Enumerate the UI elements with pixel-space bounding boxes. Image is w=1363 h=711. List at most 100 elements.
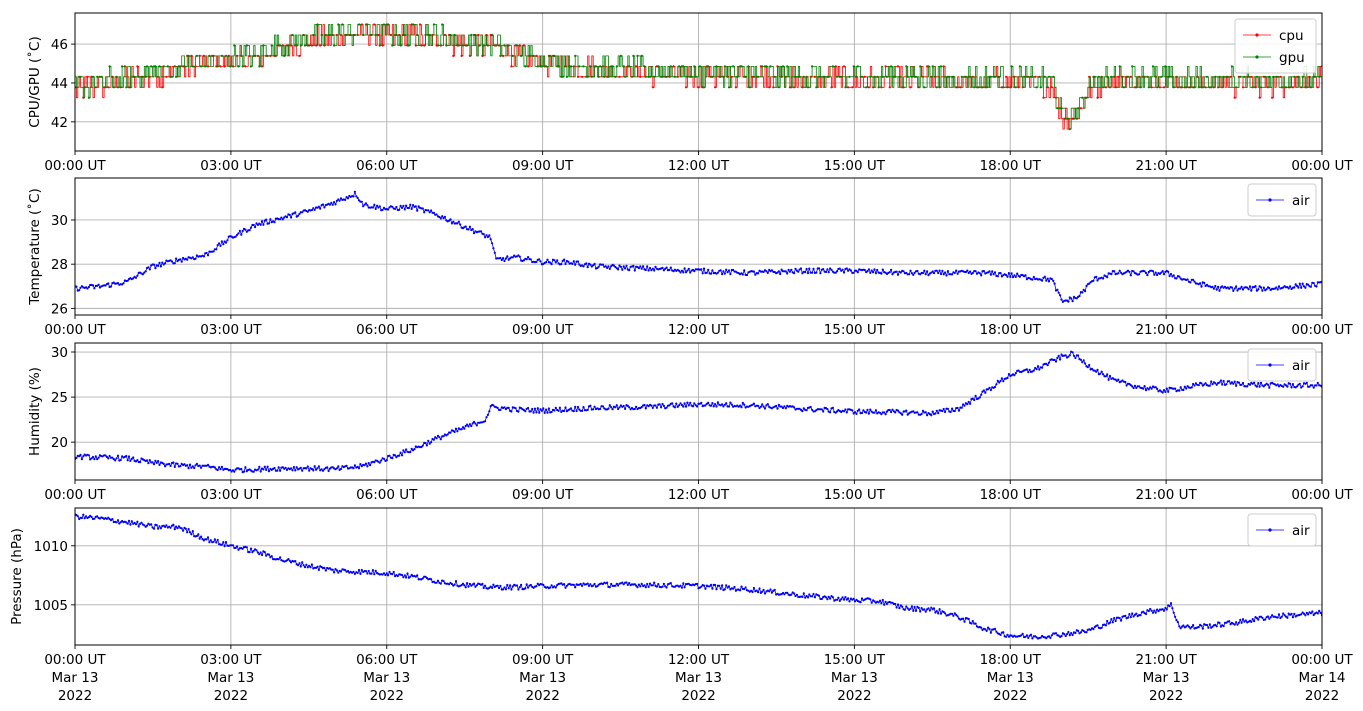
data-point	[561, 75, 564, 78]
data-point	[535, 260, 538, 263]
data-point	[995, 630, 998, 633]
data-point	[1291, 616, 1294, 619]
data-point	[679, 271, 682, 274]
data-point	[510, 65, 513, 68]
data-point	[1214, 75, 1217, 78]
data-point	[790, 593, 793, 596]
data-point	[1056, 107, 1059, 110]
data-point	[538, 258, 541, 261]
data-point	[1046, 364, 1049, 367]
data-point	[403, 33, 406, 37]
data-point	[511, 256, 514, 259]
data-point	[808, 267, 811, 270]
data-point	[640, 406, 643, 409]
data-point	[923, 86, 926, 89]
data-point	[1215, 625, 1218, 628]
data-point	[364, 462, 368, 465]
data-point	[424, 442, 427, 445]
data-point	[619, 265, 623, 268]
data-point	[115, 457, 118, 460]
data-point	[165, 75, 168, 78]
data-point	[1117, 378, 1120, 381]
data-point	[1108, 374, 1112, 378]
data-point	[927, 607, 930, 610]
data-point	[191, 530, 194, 533]
data-point	[266, 465, 269, 468]
data-point	[1169, 602, 1173, 605]
data-point	[802, 407, 805, 410]
data-point	[428, 33, 431, 37]
x-tick-label: 18:00 UT	[980, 487, 1042, 503]
data-point	[299, 44, 302, 47]
y-tick-label: 1005	[34, 598, 68, 614]
data-point	[614, 406, 617, 409]
data-point	[1074, 631, 1077, 635]
data-point	[869, 271, 872, 274]
data-point	[761, 65, 764, 68]
data-point	[1142, 387, 1145, 390]
data-point	[628, 65, 631, 68]
data-point	[137, 525, 140, 528]
data-point	[108, 454, 111, 458]
data-point	[550, 263, 553, 266]
data-point	[80, 458, 83, 461]
y-tick-label: 28	[51, 257, 68, 273]
data-point	[608, 586, 611, 589]
data-point	[353, 572, 356, 576]
data-point	[522, 259, 526, 262]
data-point	[1316, 381, 1319, 385]
data-point	[499, 256, 502, 260]
data-point	[867, 86, 871, 89]
data-point	[895, 270, 898, 273]
data-point	[338, 199, 341, 202]
data-point	[581, 409, 584, 412]
data-point	[1290, 287, 1293, 291]
data-point	[856, 409, 859, 412]
data-point	[475, 424, 478, 427]
data-point	[472, 232, 476, 235]
data-point	[951, 407, 954, 410]
data-point	[111, 456, 114, 459]
data-point	[1264, 618, 1267, 621]
data-point	[980, 393, 983, 396]
data-point	[890, 65, 893, 68]
data-point	[208, 54, 211, 58]
data-point	[957, 409, 961, 412]
data-point	[783, 405, 786, 408]
data-point	[1318, 609, 1321, 613]
data-point	[682, 405, 685, 408]
data-point	[183, 65, 186, 68]
data-point	[831, 406, 835, 409]
x-tick-label: 03:00 UT	[200, 158, 262, 174]
series-markers-air	[75, 190, 1322, 303]
data-point	[310, 563, 313, 566]
data-point	[801, 272, 804, 275]
data-point	[650, 269, 653, 272]
data-point	[406, 572, 409, 575]
data-point	[687, 404, 690, 407]
data-point	[969, 75, 972, 78]
data-point	[491, 242, 494, 245]
data-point	[194, 257, 197, 260]
data-point	[564, 262, 567, 266]
data-point	[784, 270, 787, 273]
data-point	[400, 454, 404, 457]
data-point	[299, 466, 302, 469]
data-point	[1102, 86, 1105, 89]
data-point	[1205, 283, 1209, 286]
x-tick-label: 00:00 UT	[1291, 652, 1353, 668]
data-point	[1150, 86, 1153, 89]
data-point	[164, 262, 167, 265]
data-point	[298, 212, 301, 215]
data-point	[942, 407, 945, 411]
data-point	[637, 267, 641, 270]
data-point	[482, 586, 485, 590]
data-point	[817, 267, 821, 270]
data-point	[899, 271, 902, 274]
data-point	[1071, 351, 1074, 354]
data-point	[1151, 270, 1155, 273]
data-point	[395, 33, 398, 37]
data-point	[202, 255, 205, 258]
x-tick-label: 06:00 UT	[356, 158, 418, 174]
data-point	[998, 381, 1001, 384]
